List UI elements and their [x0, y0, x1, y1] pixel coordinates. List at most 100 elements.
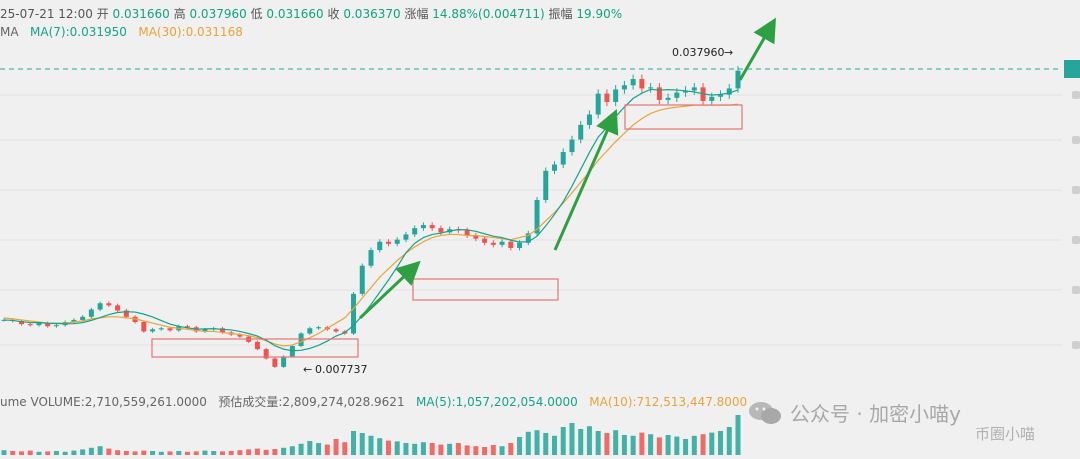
- candle-body: [420, 225, 426, 229]
- volume-bar: [578, 429, 584, 455]
- volume-bar: [674, 436, 680, 455]
- volume-bar: [613, 430, 619, 455]
- candle-body: [36, 323, 42, 326]
- trend-arrow-1: [358, 260, 421, 320]
- volume-bar: [45, 451, 51, 455]
- candle-body: [429, 225, 435, 229]
- candle-body: [595, 93, 601, 115]
- volume-bar: [53, 451, 59, 455]
- candle-body: [150, 329, 156, 332]
- axis-tick: [1072, 186, 1080, 194]
- volume-bar: [185, 451, 190, 455]
- low-annotation: 0.007737: [315, 363, 368, 376]
- candle-body: [281, 356, 287, 367]
- volume-bar: [499, 446, 505, 455]
- volume-bar: [429, 443, 435, 455]
- volume-bar: [316, 443, 322, 455]
- volume-bar: [97, 446, 103, 455]
- volume-bar: [543, 433, 549, 455]
- volume-bar: [342, 442, 348, 455]
- axis-tick: [1072, 236, 1080, 244]
- amplitude-value: 19.90%: [576, 7, 623, 21]
- ma30-line: [3, 103, 739, 347]
- wechat-icon: [749, 402, 781, 424]
- amplitude-label: 振幅: [548, 7, 573, 21]
- candle-body: [621, 85, 627, 90]
- candle-body: [534, 200, 540, 234]
- candle-body: [709, 96, 715, 101]
- volume-bar: [665, 435, 671, 455]
- candle-body: [438, 228, 444, 233]
- volume-bar: [490, 445, 496, 455]
- volume-bar: [639, 432, 645, 455]
- volume-bar: [385, 440, 391, 455]
- candle-body: [254, 341, 260, 350]
- axis-tick: [1072, 136, 1080, 144]
- candle-body: [141, 322, 147, 332]
- volume-bar: [10, 451, 16, 455]
- volume-bar: [272, 449, 278, 455]
- volume-bar: [656, 437, 662, 455]
- volume-bar: [604, 433, 610, 455]
- volume-bar: [420, 442, 426, 455]
- candle-body: [718, 94, 724, 97]
- volume-bar: [482, 447, 488, 455]
- volume-bar: [1, 450, 7, 455]
- volume-bar: [473, 446, 479, 455]
- volume-bar: [106, 448, 112, 455]
- candle-body: [333, 329, 339, 332]
- candle-body: [569, 139, 575, 153]
- volume-bar: [709, 432, 715, 455]
- volume-bar: [71, 450, 77, 455]
- trend-arrow-3: [738, 17, 776, 81]
- candle-body: [298, 333, 304, 347]
- candle-body: [80, 316, 86, 320]
- candle-body: [525, 233, 531, 243]
- volume-bar: [726, 427, 732, 455]
- candle-body: [368, 250, 374, 266]
- watermark-brand: 币圈小喵: [975, 425, 1036, 443]
- candle-body: [394, 239, 400, 244]
- candle-body: [185, 326, 190, 328]
- gridlines: [0, 94, 1062, 346]
- candle-body: [464, 230, 470, 236]
- ma7-legend: MA(7):0.031950: [30, 25, 127, 39]
- volume-bar: [412, 443, 418, 455]
- candle-body: [219, 328, 225, 333]
- candle-body: [412, 228, 418, 235]
- candle-body: [403, 234, 409, 240]
- range-box-1: [151, 338, 359, 358]
- volume-bar: [351, 431, 357, 455]
- volume-bar: [683, 439, 689, 455]
- candle-body: [158, 328, 164, 330]
- candle-body: [237, 334, 243, 337]
- volume-bar: [80, 449, 86, 455]
- volume-bar: [115, 450, 121, 455]
- volume-bar: [176, 451, 182, 455]
- volume-bar: [298, 443, 304, 455]
- volume-legend: ume VOLUME:2,710,559,261.0000 预估成交量:2,80…: [0, 393, 747, 410]
- candle-body: [586, 114, 592, 125]
- ma-legend: MA MA(7):0.031950 MA(30):0.031168: [0, 25, 243, 39]
- volume-bar: [394, 441, 400, 455]
- volume-bar: [403, 443, 409, 455]
- candle-body: [691, 87, 697, 91]
- volume-bar: [228, 451, 234, 455]
- volume-bar: [648, 434, 654, 455]
- volume-bar: [281, 447, 287, 455]
- volume-bar: [36, 451, 42, 455]
- volume-ma5: MA(5):1,057,202,054.0000: [416, 395, 578, 409]
- candle-body: [578, 124, 584, 140]
- candle-body: [648, 87, 654, 89]
- candle-body: [263, 349, 269, 359]
- candle-body: [630, 79, 636, 86]
- volume-bar: [150, 451, 156, 455]
- volume-bar: [630, 435, 636, 455]
- volume-ma10: MA(10):712,513,447.8000: [589, 395, 748, 409]
- volume-bar: [569, 423, 575, 455]
- volume-bar: [289, 446, 295, 455]
- volume-bar: [735, 415, 741, 455]
- volume-bar: [525, 431, 531, 455]
- volume-bar: [455, 443, 461, 455]
